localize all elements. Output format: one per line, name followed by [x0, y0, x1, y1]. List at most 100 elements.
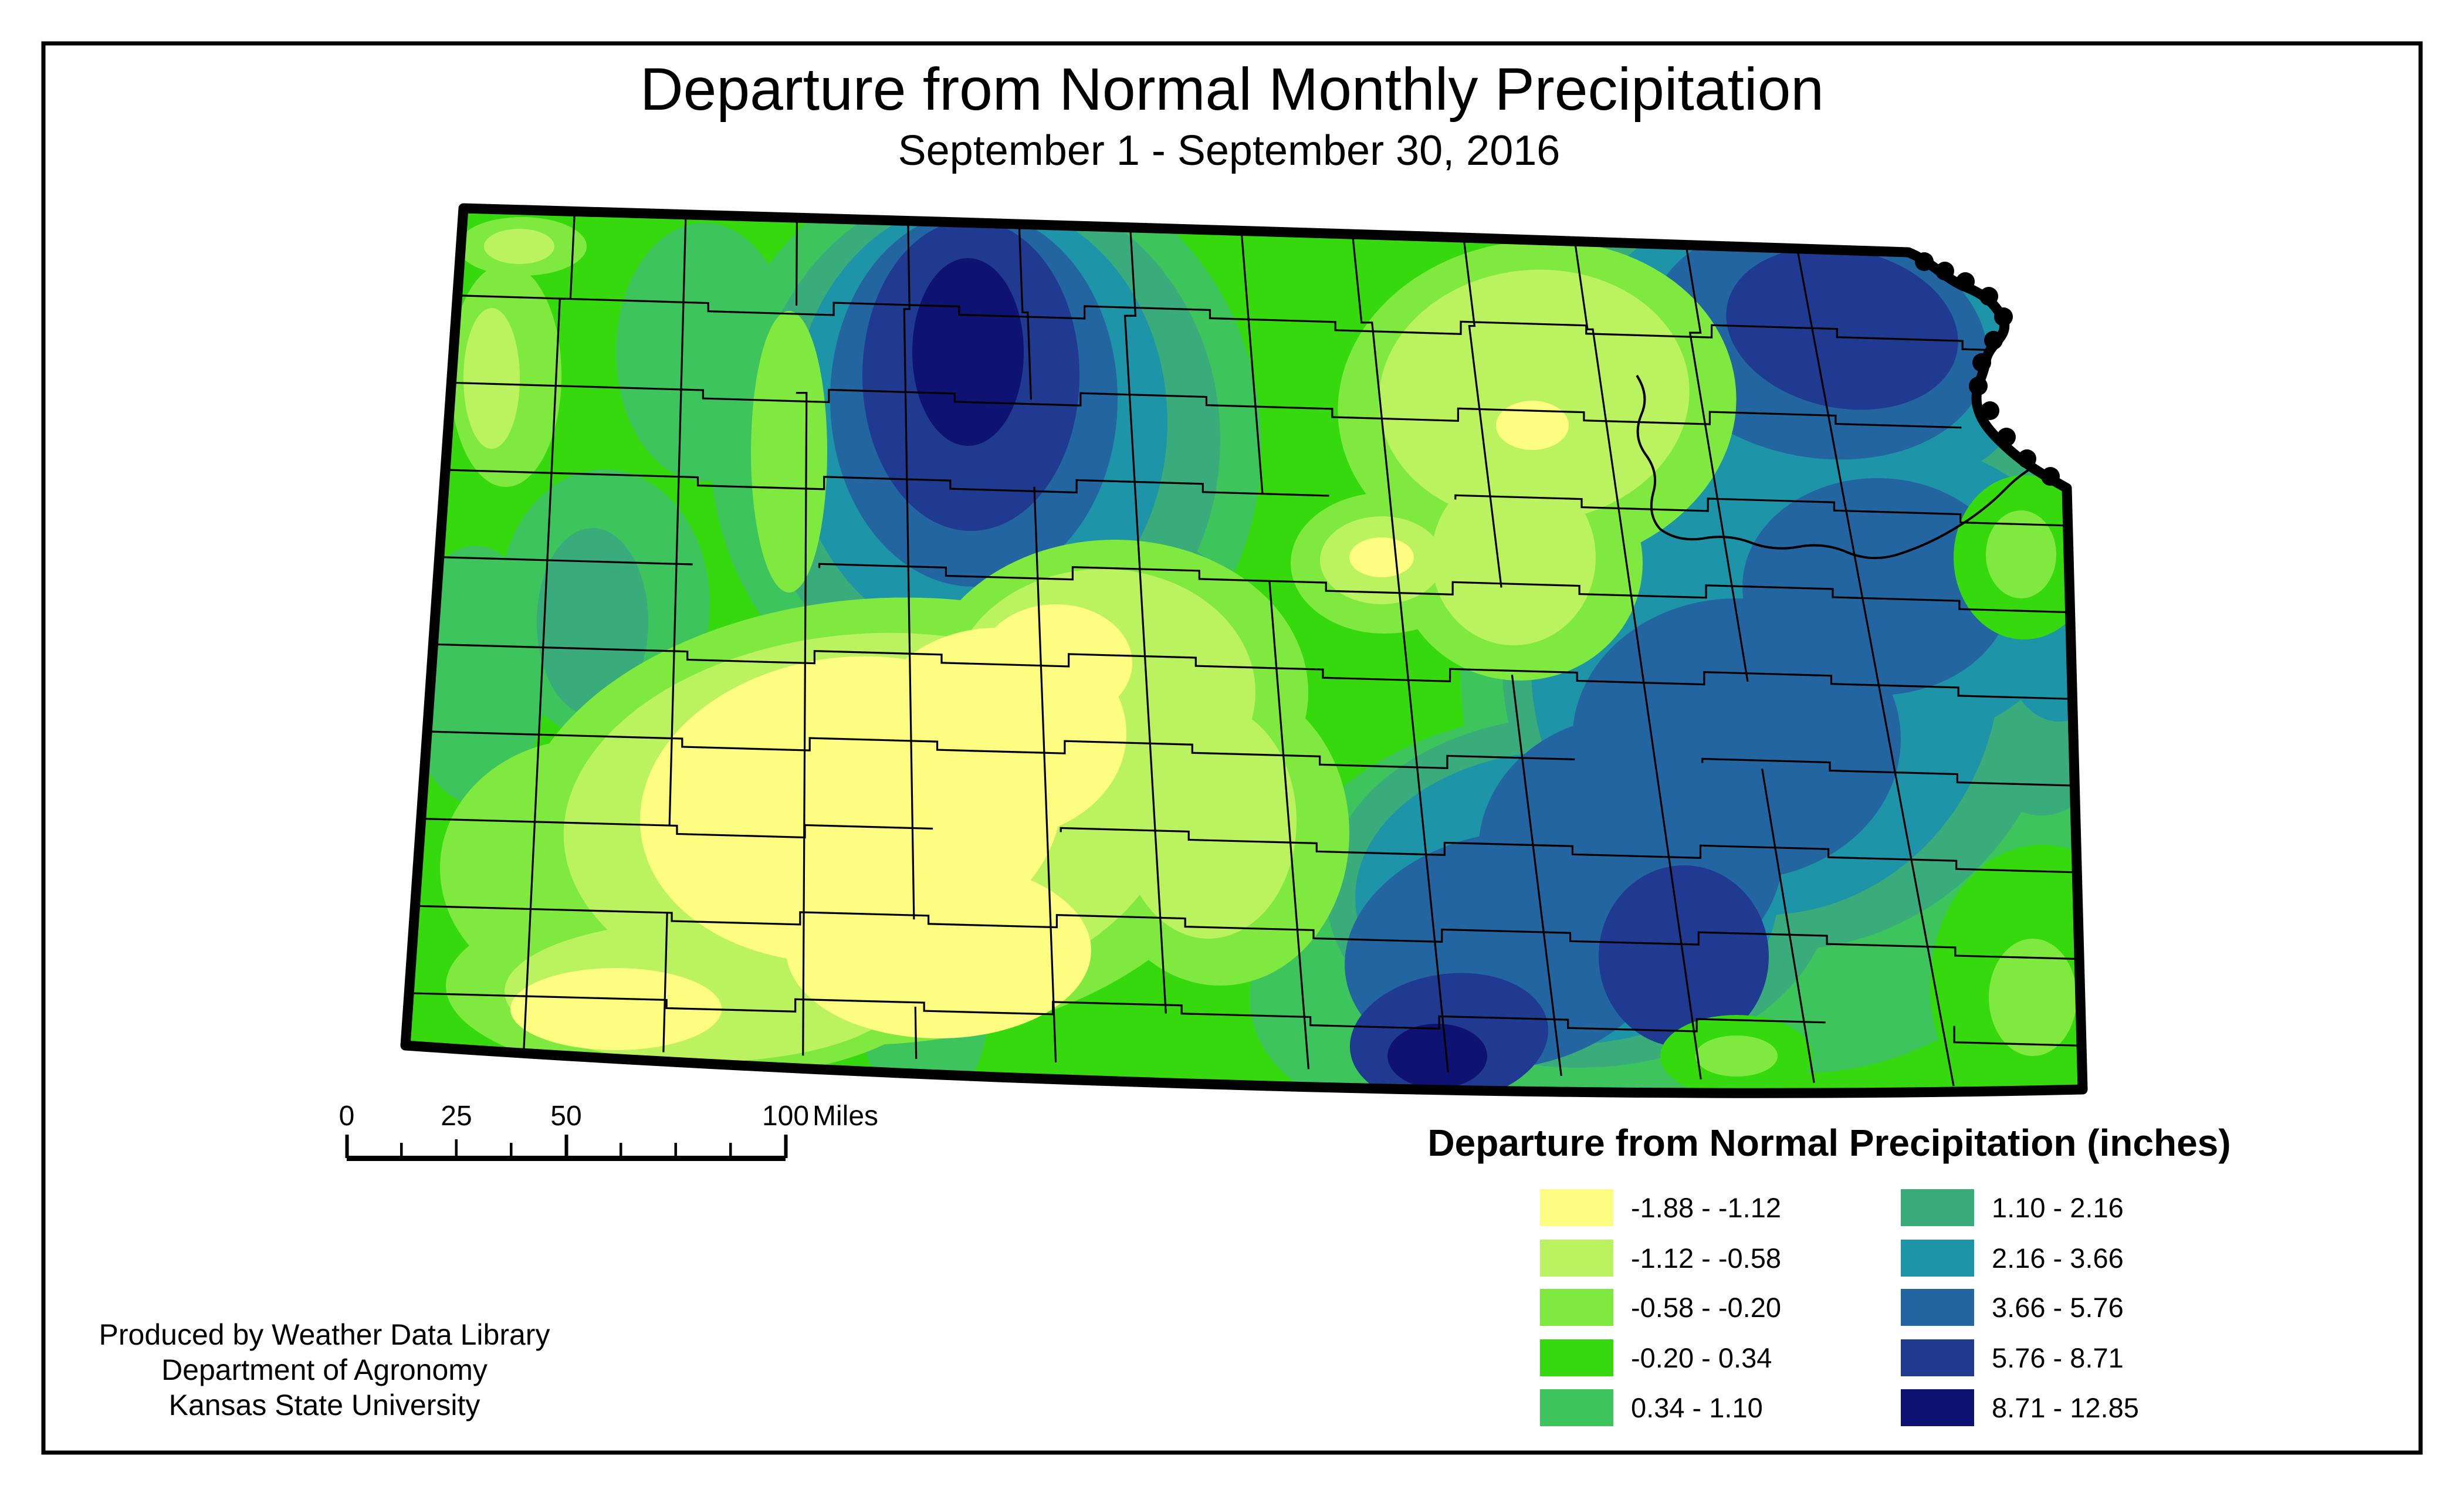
scale-bar-tick — [400, 1143, 403, 1158]
precipitation-contours — [405, 208, 2083, 1094]
scale-bar-tick — [729, 1143, 732, 1158]
legend-label: 3.66 - 5.76 — [1992, 1292, 2124, 1323]
contour-blob — [537, 528, 648, 716]
contour-blob — [1989, 939, 2077, 1056]
legend-item: 2.16 - 3.66 — [1901, 1240, 2124, 1277]
scale-bar-tick — [784, 1135, 788, 1158]
scale-bar: 0 25 50 100 Miles — [339, 1101, 878, 1161]
legend-swatch — [1901, 1189, 1974, 1226]
page-title: Departure from Normal Monthly Precipitat… — [640, 56, 1824, 123]
contour-blob — [463, 308, 520, 449]
contour-blob — [980, 604, 1132, 722]
legend-item: 8.71 - 12.85 — [1901, 1389, 2139, 1426]
scale-bar-tick — [620, 1143, 622, 1158]
legend-label: -0.58 - -0.20 — [1631, 1292, 1781, 1323]
county-line — [1574, 242, 1702, 1079]
contour-blob — [1695, 1035, 1778, 1077]
county-line — [439, 556, 2083, 614]
legend-swatch — [1901, 1289, 1974, 1326]
county-line — [427, 730, 2083, 787]
river-scallop-dot — [1969, 377, 1988, 395]
county-line — [421, 817, 2083, 874]
scale-label-0: 0 — [339, 1101, 355, 1132]
attribution: Produced by Weather Data Library Departm… — [99, 1318, 550, 1421]
legend-label: 2.16 - 3.66 — [1992, 1243, 2124, 1274]
contour-blob — [1496, 401, 1569, 450]
river-scallop-dot — [2041, 467, 2060, 486]
river-scallop-dot — [1956, 272, 1975, 291]
river-scallop-dot — [1935, 262, 1954, 280]
county-line — [1685, 245, 1815, 1083]
scale-bar-tick — [564, 1135, 568, 1158]
river-scallops — [1915, 252, 2060, 486]
contour-blob — [912, 258, 1024, 446]
county-line — [1018, 225, 1057, 1062]
legend-item: -0.20 - 0.34 — [1540, 1339, 1772, 1376]
river-scallop-dot — [1984, 331, 2003, 350]
legend-item: 1.10 - 2.16 — [1901, 1189, 2124, 1226]
contour-blob — [751, 311, 827, 593]
attribution-line-1: Produced by Weather Data Library — [99, 1318, 550, 1351]
scale-bar-baseline — [347, 1156, 786, 1161]
legend-item: -1.88 - -1.12 — [1540, 1189, 1781, 1226]
scale-label-100: 100 — [762, 1101, 809, 1132]
legend-item: 0.34 - 1.10 — [1540, 1389, 1763, 1426]
contour-blob — [1431, 469, 1596, 645]
contour-blob — [510, 968, 722, 1050]
legend-label: 0.34 - 1.10 — [1631, 1392, 1763, 1423]
legend-label: 1.10 - 2.16 — [1992, 1192, 2124, 1223]
county-boundaries — [409, 211, 2083, 1087]
scale-label-50: 50 — [550, 1101, 581, 1132]
river-scallop-dot — [1979, 287, 1998, 306]
county-line — [1352, 235, 1449, 1073]
page-frame — [41, 41, 2423, 1455]
county-line — [445, 469, 2083, 527]
scale-bar-tick — [345, 1135, 349, 1158]
attribution-line-3: Kansas State University — [169, 1389, 480, 1421]
county-line — [433, 643, 2083, 700]
legend: Departure from Normal Precipitation (inc… — [1427, 1122, 2231, 1426]
county-line — [409, 992, 2083, 1047]
legend-swatch — [1540, 1189, 1613, 1226]
legend-swatch — [1540, 1240, 1613, 1277]
scale-bar-tick — [674, 1143, 677, 1158]
river-boundary-line — [1636, 374, 2083, 560]
contour-blob — [616, 223, 792, 481]
county-line — [903, 222, 918, 1060]
legend-label: 5.76 - 8.71 — [1992, 1342, 2124, 1373]
legend-label: -1.88 - -1.12 — [1631, 1192, 1781, 1223]
county-line — [1463, 238, 1562, 1077]
contour-blob — [1349, 537, 1414, 577]
river-scallop-dot — [2018, 449, 2036, 468]
contour-blob — [484, 229, 554, 264]
river-scallop-dot — [1981, 401, 1999, 420]
legend-label: -1.12 - -0.58 — [1631, 1243, 1781, 1274]
contour-blob — [1986, 510, 2056, 598]
scale-bar-tick — [455, 1139, 458, 1158]
scale-bar-ticks — [345, 1135, 788, 1158]
county-line — [415, 905, 2083, 960]
county-line — [795, 218, 808, 1056]
legend-swatch — [1540, 1289, 1613, 1326]
legend-swatch — [1540, 1389, 1613, 1426]
page-subtitle: September 1 - September 30, 2016 — [898, 127, 1561, 174]
contour-blob — [1387, 1024, 1487, 1088]
legend-title: Departure from Normal Precipitation (inc… — [1427, 1122, 2231, 1164]
legend-label: 8.71 - 12.85 — [1992, 1392, 2139, 1423]
legend-item: -0.58 - -0.20 — [1540, 1289, 1781, 1326]
scale-label-25: 25 — [441, 1101, 472, 1132]
legend-swatch — [1901, 1339, 1974, 1376]
river-scallop-dot — [1972, 353, 1991, 372]
attribution-line-2: Department of Agronomy — [161, 1353, 488, 1386]
river-scallop-dot — [1915, 252, 1934, 271]
river-boundary-group — [1636, 374, 2083, 560]
scale-bar-tick — [510, 1143, 513, 1158]
legend-swatch — [1901, 1389, 1974, 1426]
contour-blob — [1726, 247, 1958, 410]
contour-blob — [1121, 704, 1297, 939]
scale-unit-label: Miles — [813, 1101, 878, 1132]
county-line — [457, 295, 2083, 354]
river-scallop-dot — [1997, 428, 2016, 446]
